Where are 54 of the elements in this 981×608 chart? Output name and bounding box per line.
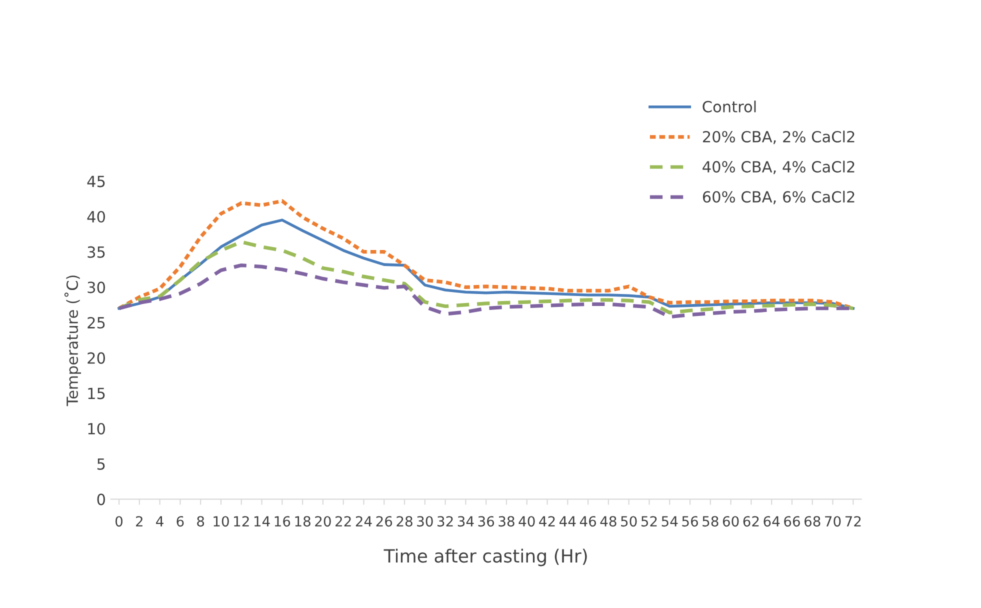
x-tick-label: 36 [478,516,494,527]
x-tick-label: 30 [417,516,433,527]
x-tick-label: 54 [662,516,678,527]
x-tick-label: 50 [621,516,637,527]
y-tick-label: 30 [88,282,105,294]
x-axis-title: Time after casting (Hr) [384,548,587,566]
x-tick-label: 60 [722,516,739,527]
y-tick-label: 20 [88,352,105,364]
legend-label: 60% CBA, 6% CaCl2 [702,190,854,204]
y-tick-label: 5 [97,458,105,470]
x-tick-label: 34 [458,516,474,527]
x-tick-label: 62 [743,516,759,527]
x-tick-label: 58 [702,516,718,527]
x-tick-label: 32 [438,516,453,527]
x-tick-label: 0 [116,516,123,527]
x-tick-label: 16 [274,516,290,527]
x-tick-label: 14 [254,516,270,526]
x-tick-label: 28 [396,516,412,527]
x-tick-label: 10 [214,516,229,527]
x-tick-label: 18 [295,516,310,527]
y-tick-label: 35 [88,246,105,258]
x-tick-label: 24 [356,516,372,526]
x-tick-label: 12 [234,516,249,526]
x-tick-label: 66 [784,516,800,527]
y-tick-label: 15 [88,388,105,400]
x-tick-label: 48 [600,516,616,527]
x-tick-label: 64 [764,516,780,527]
x-tick-label: 42 [539,516,555,526]
line-series [117,240,855,314]
x-tick-label: 2 [136,516,142,526]
y-tick-label: 45 [87,176,105,188]
x-tick-label: 26 [376,516,392,527]
x-tick-label: 46 [580,516,596,527]
legend-label: 20% CBA, 2% CaCl2 [702,130,854,144]
x-tick-label: 6 [176,516,184,527]
x-tick-label: 40 [518,516,535,527]
x-tick-label: 52 [641,516,657,527]
x-tick-label: 56 [682,516,698,527]
y-tick-label: 10 [88,422,105,435]
legend-label: 40% CBA, 4% CaCl2 [702,160,854,174]
x-tick-label: 70 [825,516,841,527]
y-tick-label: 0 [97,494,105,506]
x-tick-label: 38 [498,516,514,527]
x-tick-label: 20 [315,516,331,527]
x-tick-label: 8 [197,516,204,527]
x-tick-label: 72 [845,516,861,526]
x-tick-label: 44 [560,516,576,526]
y-tick-label: 25 [88,316,105,329]
y-axis-title: Temperature (˚C) [64,276,81,406]
x-tick-label: 68 [804,516,820,527]
y-tick-label: 40 [87,210,105,223]
x-tick-label: 4 [156,516,164,526]
legend-label: Control [702,100,756,112]
x-tick-label: 22 [336,516,351,526]
